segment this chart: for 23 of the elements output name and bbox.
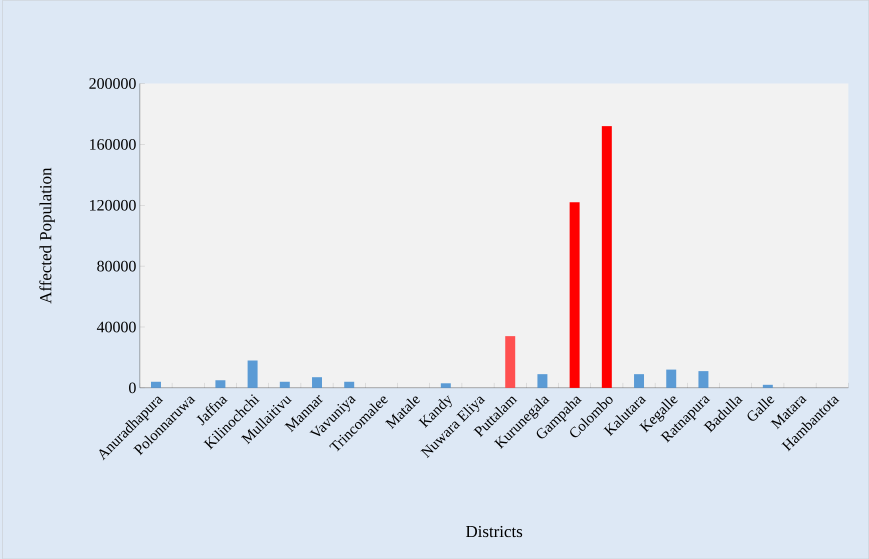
bar — [602, 126, 612, 388]
x-axis-title: Districts — [466, 526, 522, 538]
y-tick-label: 40000 — [96, 322, 136, 332]
bar — [505, 336, 516, 388]
bar — [537, 374, 548, 388]
bar — [440, 383, 451, 388]
bar — [215, 380, 226, 388]
bar — [762, 384, 773, 388]
bar — [280, 382, 290, 388]
bar — [248, 360, 258, 388]
bar — [570, 202, 580, 388]
bar — [344, 382, 354, 388]
y-tick-label: 200000 — [89, 78, 136, 89]
bar — [151, 382, 161, 388]
y-tick-label: 80000 — [97, 260, 136, 272]
bar — [666, 370, 676, 388]
y-tick-label: 160000 — [90, 138, 136, 150]
bar — [634, 374, 644, 388]
y-tick-label: 0 — [129, 382, 136, 394]
y-tick-label: 120000 — [90, 200, 136, 211]
bar — [312, 377, 322, 388]
bar — [698, 371, 708, 388]
y-axis-title: Affected Population — [39, 168, 55, 304]
